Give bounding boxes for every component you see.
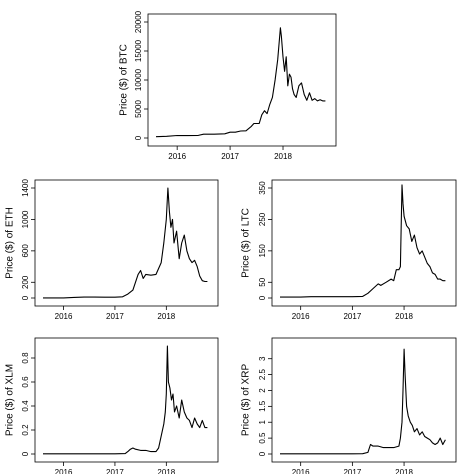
x-tick-label: 2018 [157, 312, 175, 321]
x-tick-label: 2018 [395, 468, 413, 474]
y-tick-label: 10000 [134, 68, 143, 91]
x-tick-label: 2016 [55, 468, 73, 474]
y-tick-label: 200 [21, 275, 30, 289]
x-tick-label: 2017 [343, 468, 361, 474]
plot-frame [34, 337, 219, 463]
x-tick-label: 2016 [55, 312, 73, 321]
panel-ltc: 0 50 150 250 350 2016 2017 2018 Price ($) of LTC [241, 179, 457, 321]
y-tick-label: 50 [258, 277, 267, 286]
y-tick-label: 0.8 [21, 352, 30, 364]
plot-frame [271, 337, 457, 463]
y-axis-label: Price ($) of XLM [5, 364, 16, 436]
y-tick-label: 250 [258, 212, 267, 226]
y-tick-label: 3 [258, 356, 267, 361]
panel-eth: 0 200 600 1000 1400 2016 2017 2018 Price ($) of … [5, 179, 219, 321]
y-tick-label: 0.6 [21, 376, 30, 388]
y-tick-label: 0.5 [258, 432, 267, 444]
plot-frame [147, 13, 337, 147]
y-tick-label: 1000 [21, 210, 30, 228]
y-tick-label: 350 [258, 181, 267, 195]
y-tick-label: 20000 [134, 10, 143, 33]
x-tick-label: 2018 [157, 468, 175, 474]
y-tick-label: 2.5 [258, 368, 267, 380]
series-line [280, 348, 446, 455]
y-axis-label: Price ($) of LTC [241, 208, 252, 278]
y-tick-label: 0.2 [21, 424, 30, 436]
x-tick-label: 2017 [343, 312, 361, 321]
panel-xlm: 0 0.2 0.4 0.6 0.8 2016 2017 2018 Price ($) of XL… [5, 337, 219, 474]
x-tick-label: 2018 [274, 152, 292, 161]
y-tick-label: 0 [21, 295, 30, 300]
plot-frame [271, 179, 457, 307]
panel-xrp: 0 0.5 1 1.5 2 2.5 3 2016 2017 2018 Price ($) of XR… [241, 337, 457, 474]
x-tick-label: 2016 [292, 312, 310, 321]
y-tick-label: 0 [258, 451, 267, 456]
series-line [43, 187, 208, 299]
y-tick-label: 1 [258, 419, 267, 424]
x-tick-label: 2017 [106, 312, 124, 321]
panel-btc: 0 5000 10000 15000 20000 2016 2017 2018 Price ($… [119, 10, 337, 161]
y-tick-label: 0.4 [21, 400, 30, 412]
y-tick-label: 150 [258, 244, 267, 258]
y-tick-label: 2 [258, 388, 267, 393]
y-axis-label: Price ($) of ETH [5, 207, 16, 279]
plot-frame [34, 179, 219, 307]
x-tick-label: 2016 [292, 468, 310, 474]
y-axis-label: Price ($) of XRP [241, 364, 252, 437]
y-tick-label: 600 [21, 244, 30, 258]
series-line [280, 184, 446, 298]
y-axis-label: Price ($) of BTC [119, 44, 130, 116]
series-line [43, 345, 208, 455]
x-tick-label: 2017 [221, 152, 239, 161]
x-tick-label: 2018 [395, 312, 413, 321]
series-line [155, 27, 326, 138]
y-tick-label: 15000 [134, 39, 143, 62]
y-tick-label: 1.5 [258, 400, 267, 412]
y-tick-label: 1400 [21, 179, 30, 197]
y-tick-label: 5000 [134, 100, 143, 118]
x-tick-label: 2017 [106, 468, 124, 474]
y-tick-label: 0 [134, 135, 143, 140]
x-tick-label: 2016 [168, 152, 186, 161]
y-tick-label: 0 [21, 451, 30, 456]
y-tick-label: 0 [258, 295, 267, 300]
